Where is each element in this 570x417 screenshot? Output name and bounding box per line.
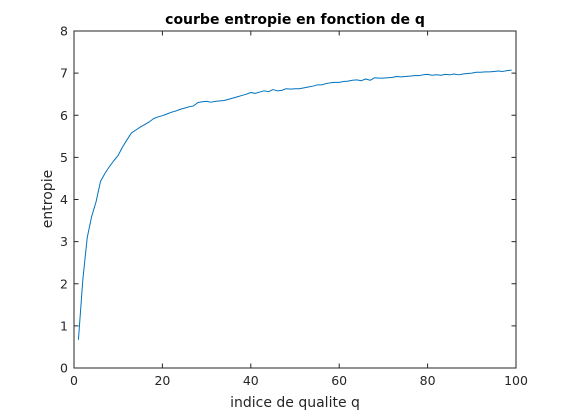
y-tick-label: 0: [60, 361, 68, 376]
series-line: [77, 69, 512, 340]
x-tick-label: 40: [243, 373, 259, 388]
tick-labels: 0 20 40 60 80 100 0 1 2 3 4 5 6 7 8: [60, 24, 528, 389]
x-tick-label: 100: [504, 373, 528, 388]
y-tick-label: 7: [60, 66, 68, 81]
chart-title: courbe entropie en fonction de q: [165, 12, 425, 28]
y-tick-label: 3: [60, 234, 68, 249]
series: [77, 69, 512, 340]
x-tick-label: 60: [331, 373, 347, 388]
y-tick-label: 8: [60, 24, 68, 39]
y-tick-label: 6: [60, 108, 68, 123]
y-tick-label: 2: [60, 276, 68, 291]
y-tick-label: 5: [60, 150, 68, 165]
x-tick-label: 80: [420, 373, 436, 388]
x-tick-label: 0: [70, 373, 78, 388]
x-axis-label: indice de qualite q: [230, 395, 360, 411]
x-tick-label: 20: [154, 373, 170, 388]
plot-area: [74, 31, 516, 368]
axes-box: [73, 30, 517, 369]
y-tick-label: 1: [60, 318, 68, 333]
y-tick-label: 4: [60, 192, 68, 207]
y-axis-label: entropie: [40, 170, 56, 228]
